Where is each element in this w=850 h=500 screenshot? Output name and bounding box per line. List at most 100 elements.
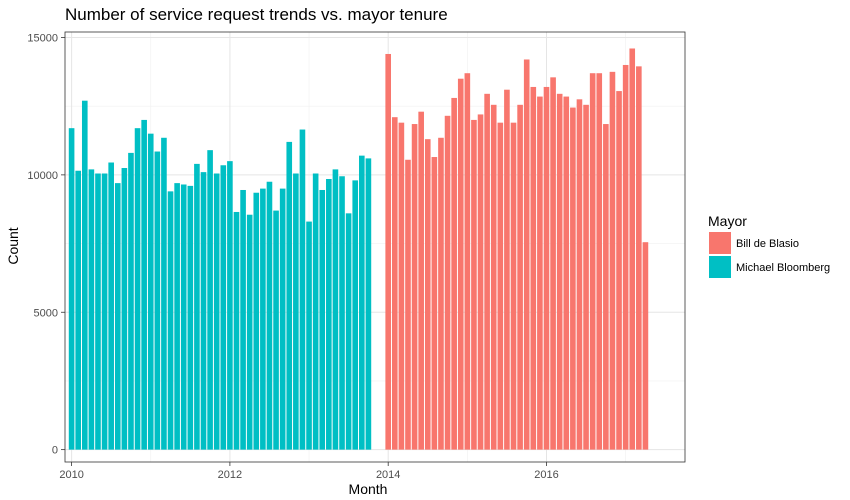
bar [68,128,75,450]
bar [418,111,424,450]
x-tick-label: 2014 [376,469,400,481]
x-axis-title: Month [349,481,388,497]
bar [154,151,161,450]
bar [570,107,576,450]
bar [616,91,622,450]
bar [286,141,293,450]
bar [411,124,418,450]
x-tick-label: 2012 [218,469,242,481]
bar [312,173,319,450]
bar [273,210,279,450]
x-tick-label: 2016 [534,469,558,481]
bar [537,96,543,450]
bar [200,172,207,450]
bar [233,211,240,450]
bar [279,188,286,450]
bar [550,77,556,450]
bar [636,66,642,450]
bar [504,89,510,450]
bar [220,165,227,450]
bar [563,96,570,450]
bar [391,117,398,450]
legend-title: Mayor [708,213,747,229]
bar [95,173,101,450]
bar [523,59,530,450]
x-tick-label: 2010 [59,469,83,481]
bar [128,152,134,450]
bar [306,221,312,450]
y-tick-label: 10000 [27,170,58,182]
y-tick-label: 5000 [34,307,58,319]
y-tick-label: 0 [52,445,58,457]
bar [319,189,326,450]
bar [556,93,563,450]
bar [213,173,220,450]
bar [359,155,365,450]
bar [174,183,180,450]
bar [240,189,246,450]
bar [345,213,352,450]
legend-swatch [709,256,731,278]
bar [451,97,457,450]
bar [622,64,629,450]
bar [497,122,504,450]
bar [326,179,332,450]
bar [253,192,260,450]
bar [134,128,141,450]
legend-label: Bill de Blasio [736,238,799,250]
bar [365,158,372,450]
bar [490,104,497,450]
bar [75,170,81,450]
bar [194,163,200,450]
bar [431,157,438,450]
bar [438,137,444,450]
bar [147,133,154,450]
bar [187,185,194,450]
bar [352,180,359,450]
bar [121,168,128,450]
bar [596,73,603,450]
bar [88,169,95,450]
bar [603,124,609,450]
bar [576,99,583,450]
bar [101,173,108,450]
bar [398,122,405,450]
bar [266,181,273,450]
bar [332,169,339,450]
bar [464,73,471,450]
bar [141,119,147,450]
legend: Mayor Bill de Blasio Michael Bloomberg [708,213,830,278]
plot-panel: 0 5000 10000 15000 2010 2012 2014 2016 [27,31,686,481]
bar [161,137,167,450]
bar [246,214,253,450]
chart-title: Number of service request trends vs. may… [65,5,448,24]
panel-border [64,31,686,463]
bar [517,104,523,450]
bar [424,139,431,450]
bar [81,100,88,450]
bar [484,93,490,450]
legend-label: Michael Bloomberg [736,262,830,274]
bar [299,129,306,450]
bar [260,188,266,450]
bar [477,114,484,450]
bar [444,115,451,450]
bar [405,159,411,450]
legend-swatch [709,232,731,254]
bar [510,122,517,450]
bar [543,86,550,450]
bar [530,86,537,450]
bar [589,73,596,450]
y-axis-title: Count [5,227,21,264]
bar [108,162,114,450]
bar [180,184,187,450]
bar [339,176,345,450]
bar [207,150,213,450]
bar [583,104,589,450]
bar [609,71,616,450]
bar [114,183,121,450]
bar [642,242,649,450]
y-tick-label: 15000 [27,32,58,44]
bar [167,191,174,450]
